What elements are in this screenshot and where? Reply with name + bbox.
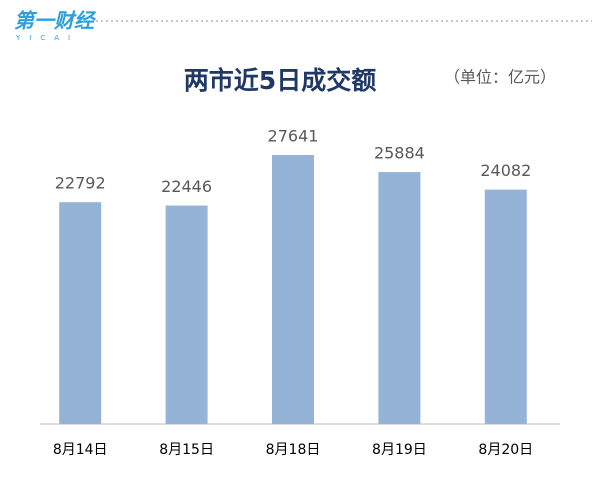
x-tick-label: 8月15日: [159, 442, 214, 458]
x-tick-label: 8月18日: [266, 442, 321, 458]
value-label: 24082: [480, 161, 531, 180]
logo-subtitle: YICAI: [15, 34, 79, 42]
value-label: 25884: [374, 144, 425, 163]
value-label: 27641: [268, 127, 319, 146]
x-tick-label: 8月14日: [53, 442, 108, 458]
chart-title: 两市近5日成交额: [184, 66, 376, 95]
bar: [59, 202, 102, 424]
logo-name: 第一财经: [14, 9, 97, 33]
unit-label: （单位：亿元）: [444, 68, 556, 87]
x-tick-label: 8月19日: [372, 442, 427, 458]
value-label: 22446: [161, 177, 212, 196]
bar: [272, 155, 314, 424]
value-label: 22792: [55, 174, 106, 193]
x-tick-label: 8月20日: [478, 442, 533, 458]
bar: [484, 189, 527, 424]
bar: [378, 172, 421, 424]
bar: [165, 205, 208, 424]
